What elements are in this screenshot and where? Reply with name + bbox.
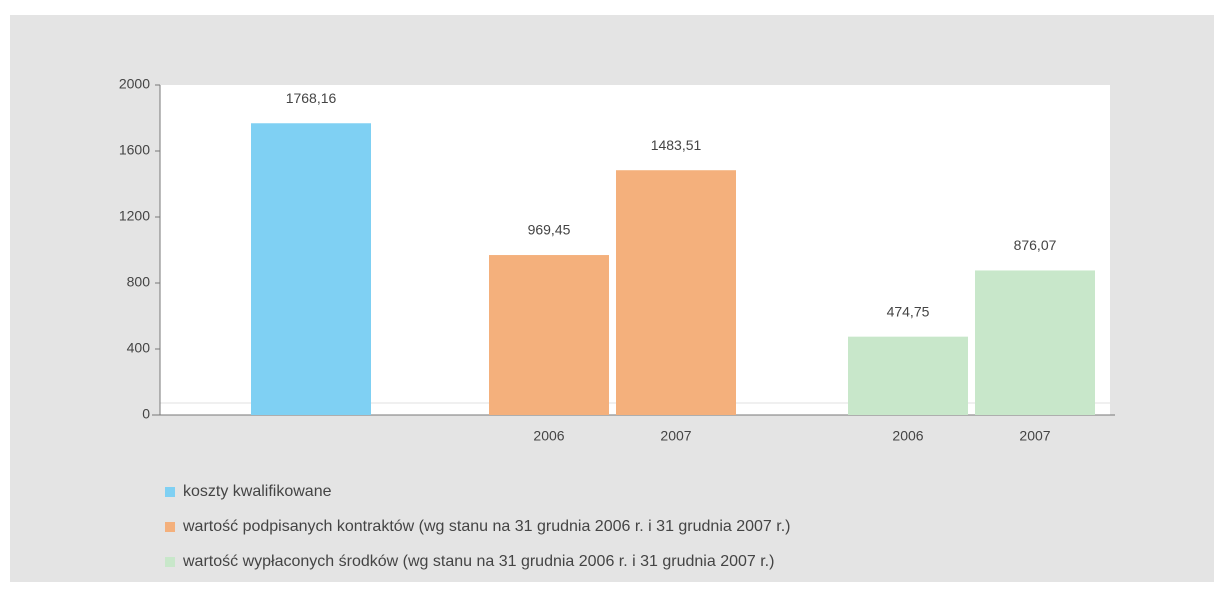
value-label: 876,07 [1014, 237, 1057, 253]
bar [251, 123, 371, 415]
bar [489, 255, 609, 415]
bar [848, 336, 968, 415]
value-label: 474,75 [887, 303, 930, 319]
x-tick-label: 2006 [533, 428, 564, 444]
bar [975, 270, 1095, 415]
y-tick-label: 800 [127, 274, 151, 290]
legend-label: wartość podpisanych kontraktów (wg stanu… [182, 518, 790, 535]
x-tick-label: 2007 [1019, 428, 1050, 444]
value-label: 1483,51 [651, 137, 702, 153]
legend-label: koszty kwalifikowane [183, 483, 332, 500]
y-tick-label: 1200 [119, 208, 150, 224]
y-tick-label: 1600 [119, 142, 150, 158]
y-tick-label: 2000 [119, 76, 150, 92]
value-label: 969,45 [528, 222, 571, 238]
value-label: 1768,16 [286, 90, 337, 106]
y-tick-label: 0 [142, 406, 150, 422]
bar [616, 170, 736, 415]
y-tick-label: 400 [127, 340, 151, 356]
x-tick-label: 2007 [660, 428, 691, 444]
x-tick-label: 2006 [892, 428, 923, 444]
legend-swatch [165, 557, 175, 567]
legend-label: wartość wypłaconych środków (wg stanu na… [182, 553, 774, 570]
legend-swatch [165, 522, 175, 532]
legend-swatch [165, 487, 175, 497]
